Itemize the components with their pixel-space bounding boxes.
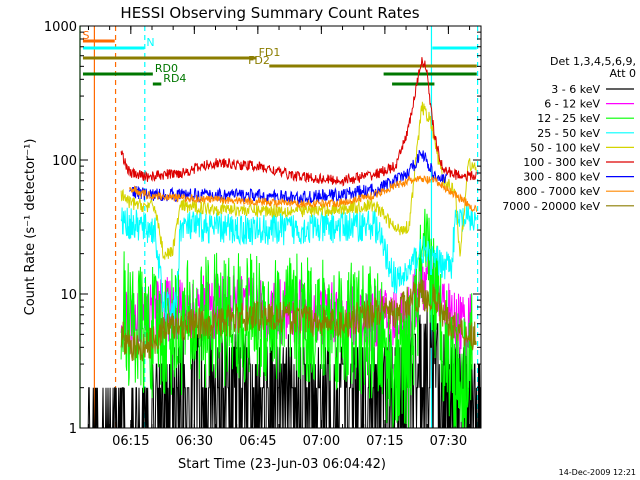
y-tick-label-0: 1 — [69, 422, 77, 437]
x-tick-label-4: 07:15 — [366, 434, 403, 449]
series-line-5 — [120, 57, 477, 187]
legend-label-1: 6 - 12 keV — [544, 98, 600, 111]
y-axis-label: Count Rate (s⁻¹ detector⁻¹) — [23, 139, 38, 316]
legend-label-3: 25 - 50 keV — [537, 127, 600, 140]
y-tick-label-2: 100 — [52, 154, 77, 169]
segment-label-4: RD0 — [155, 62, 178, 75]
footer-date: 14-Dec-2009 12:21 — [559, 468, 636, 477]
x-axis-ticks: 06:15 06:30 06:45 07:00 07:15 07:30 — [87, 26, 471, 449]
legend-label-7: 800 - 7000 keV — [516, 185, 600, 198]
x-axis-label: Start Time (23-Jun-03 06:04:42) — [178, 457, 386, 472]
segment-label-1: N — [146, 36, 154, 49]
x-tick-label-1: 06:30 — [176, 434, 213, 449]
segment-label-0: S — [83, 29, 90, 42]
legend-label-4: 50 - 100 keV — [530, 141, 600, 154]
x-tick-label-0: 06:15 — [112, 434, 149, 449]
series-line-8 — [120, 279, 477, 362]
y-axis-ticks: 1 10 100 1000 — [44, 20, 481, 437]
legend: Det 1,3,4,5,6,9,Att 0 3 - 6 keV 6 - 12 keV… — [502, 55, 636, 213]
x-tick-label-2: 06:45 — [239, 434, 276, 449]
chart-title: HESSI Observing Summary Count Rates — [120, 4, 419, 22]
x-tick-label-3: 07:00 — [303, 434, 340, 449]
series-group — [87, 57, 481, 429]
y-tick-label-3: 1000 — [44, 20, 77, 35]
plot-frame — [79, 25, 482, 429]
legend-label-5: 100 - 300 keV — [523, 156, 600, 169]
legend-label-0: 3 - 6 keV — [551, 83, 600, 96]
legend-header-0: Det 1,3,4,5,6,9, — [550, 55, 636, 68]
segment-label-5: RD4 — [163, 72, 186, 85]
segment-label-2: FD1 — [259, 46, 281, 59]
x-tick-label-5: 07:30 — [430, 434, 467, 449]
legend-label-6: 300 - 800 keV — [523, 171, 600, 184]
y-tick-label-1: 10 — [60, 288, 77, 303]
series-line-3 — [120, 204, 477, 322]
series-line-7 — [129, 174, 478, 213]
legend-label-2: 12 - 25 keV — [537, 112, 600, 125]
segment-label-3: FD2 — [248, 54, 270, 67]
legend-label-8: 7000 - 20000 keV — [502, 200, 600, 213]
legend-header-1: Att 0 — [610, 67, 636, 80]
